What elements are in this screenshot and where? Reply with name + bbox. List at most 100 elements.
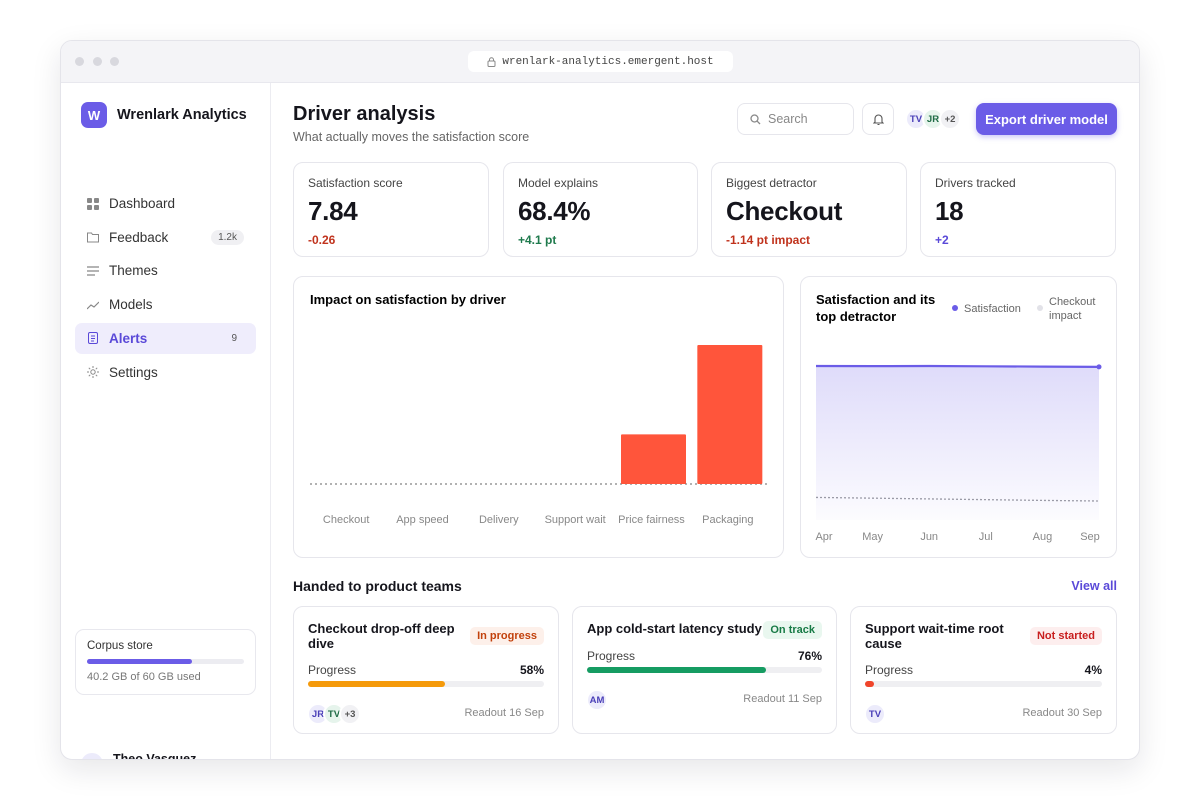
x-tick-label: Jun: [920, 531, 938, 543]
kpi-value: 68.4%: [518, 196, 591, 226]
sidebar: W Wrenlark Analytics Corpus store 40.2 G…: [61, 83, 271, 759]
kpi-card: Satisfaction score 7.84 -0.26: [293, 162, 489, 257]
nav-item[interactable]: Models: [75, 289, 256, 320]
progress-track: [865, 681, 1102, 687]
readout: Readout 30 Sep: [1022, 707, 1102, 719]
search-icon: [750, 113, 761, 124]
kpi-label: Satisfaction score: [308, 176, 403, 190]
area: [816, 366, 1099, 520]
url-text: wrenlark-analytics.emergent.host: [502, 55, 714, 68]
nav-badge: 9: [231, 332, 237, 344]
lock-icon: [487, 56, 496, 67]
progress-track: [308, 681, 544, 687]
avatar: +2: [939, 108, 961, 130]
x-tick-label: Aug: [1033, 531, 1053, 543]
brand-name: Wrenlark Analytics: [117, 107, 247, 123]
task-avatars: TV: [864, 703, 886, 725]
nav-icon: [87, 232, 99, 243]
nav-icon: [87, 266, 99, 276]
window-dot: [110, 57, 119, 66]
status-pill: Not started: [1029, 627, 1102, 645]
progress-fill: [587, 667, 766, 673]
task-card[interactable]: Checkout drop-off deep dive In progress Pr…: [293, 606, 559, 734]
nav-icon: [87, 301, 99, 310]
progress-track: [587, 667, 822, 673]
nav-icon: [87, 197, 99, 210]
brand-logo[interactable]: W: [81, 102, 107, 128]
nav-label: Themes: [109, 263, 158, 279]
x-tick-label: App speed: [396, 514, 449, 526]
notifications-button[interactable]: [862, 103, 894, 135]
kpi-card: Drivers tracked 18 +2: [920, 162, 1116, 257]
nav-item[interactable]: Dashboard: [75, 188, 256, 219]
kpi-value: 18: [935, 196, 964, 226]
page-title: Driver analysis: [293, 103, 436, 125]
export-button[interactable]: Export driver model: [976, 103, 1117, 135]
line: [815, 364, 1100, 368]
storage-card: Corpus store 40.2 GB of 60 GB used: [75, 629, 256, 695]
x-tick-label: Delivery: [479, 514, 519, 526]
progress-label: Progress: [308, 663, 357, 677]
nav-label: Dashboard: [109, 196, 176, 211]
progress-value: 58%: [519, 663, 544, 677]
search-box[interactable]: Search: [737, 103, 854, 135]
task-title: Support wait-time root cause: [865, 621, 1004, 651]
section-title: Handed to product teams: [293, 578, 462, 594]
readout: Readout 16 Sep: [464, 707, 544, 719]
kpi-label: Drivers tracked: [935, 176, 1016, 190]
address-bar[interactable]: wrenlark-analytics.emergent.host: [468, 51, 733, 72]
kpi-value: 7.84: [308, 196, 358, 226]
legend-label: Checkout impact: [1049, 296, 1095, 322]
nav-label: Alerts: [109, 330, 148, 346]
nav-label: Feedback: [109, 229, 169, 245]
progress-fill: [308, 681, 445, 687]
task-title: Checkout drop-off deep dive: [308, 621, 455, 651]
progress-label: Progress: [587, 649, 636, 663]
nav-item[interactable]: Settings: [75, 357, 256, 388]
x-tick-label: Support wait: [545, 514, 606, 526]
chart-title: Impact on satisfaction by driver: [310, 292, 506, 307]
nav-icon: [87, 366, 99, 378]
status-pill: On track: [763, 621, 822, 639]
kpi-label: Model explains: [518, 176, 599, 190]
bell-icon: [872, 114, 884, 125]
nav-item[interactable]: Alerts 9: [75, 322, 256, 354]
kpi-card: Model explains 68.4% +4.1 pt: [503, 162, 698, 257]
bar: [697, 345, 763, 484]
task-avatars: JR TV +3: [307, 703, 361, 725]
kpi-value: Checkout: [726, 196, 843, 226]
task-card[interactable]: App cold-start latency study On track Prog…: [572, 606, 837, 734]
nav-label: Models: [109, 297, 153, 313]
x-tick-label: May: [862, 531, 883, 543]
legend-swatch: [952, 305, 958, 311]
x-tick-label: Jul: [979, 531, 993, 543]
page-subtitle: What actually moves the satisfaction sco…: [293, 130, 530, 144]
avatar: TV: [864, 703, 886, 725]
nav-badge: 1.2k: [211, 229, 244, 245]
task-card[interactable]: Support wait-time root cause Not started P…: [850, 606, 1117, 734]
avatar: +3: [339, 703, 361, 725]
window-dot: [75, 57, 84, 66]
storage-text: 40.2 GB of 60 GB used: [87, 671, 201, 683]
kpi-delta: -1.14 pt impact: [726, 233, 811, 247]
window-dot: [93, 57, 102, 66]
progress-value: 4%: [1084, 663, 1102, 677]
x-tick-label: Sep: [1080, 531, 1100, 543]
kpi-delta: +4.1 pt: [518, 233, 557, 247]
nav-item[interactable]: Themes: [75, 255, 256, 286]
x-tick-label: Checkout: [323, 514, 369, 526]
kpi-label: Biggest detractor: [726, 176, 817, 190]
storage-fill: [87, 659, 193, 664]
bar: [621, 434, 686, 484]
header-avatars: TV JR +2: [905, 108, 961, 130]
status-pill: In progress: [470, 627, 544, 645]
nav-item[interactable]: Feedback 1.2k: [75, 222, 256, 253]
task-title: App cold-start latency study: [587, 621, 762, 636]
search-placeholder: Search: [768, 112, 808, 126]
readout: Readout 11 Sep: [743, 693, 822, 705]
x-tick-label: Packaging: [702, 514, 753, 526]
view-all-link[interactable]: View all: [1071, 579, 1117, 593]
kpi-delta: -0.26: [308, 233, 336, 247]
